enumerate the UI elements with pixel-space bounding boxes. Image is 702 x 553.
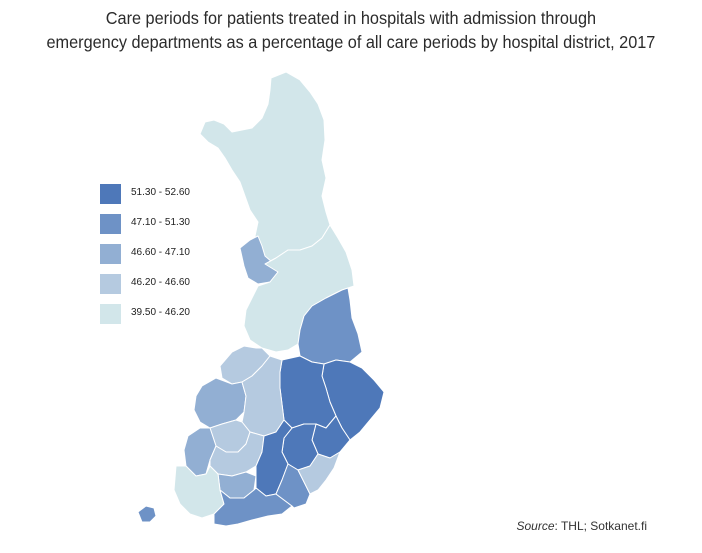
source-text: : THL; Sotkanet.fi	[554, 519, 648, 533]
map-title: Care periods for patients treated in hos…	[25, 6, 678, 54]
region-south-karelia[interactable]: South Karelia	[297, 451, 341, 495]
legend-label: 47.10 - 51.30	[131, 217, 190, 228]
legend-label: 46.20 - 46.60	[131, 277, 190, 288]
region-lapland[interactable]: Lapland	[199, 71, 331, 265]
region-satakunta[interactable]: Satakunta	[183, 427, 217, 477]
legend-label: 46.60 - 47.10	[131, 247, 190, 258]
title-line-1: Care periods for patients treated in hos…	[105, 8, 597, 28]
legend-swatch	[100, 274, 121, 294]
source-label: Source	[516, 519, 555, 533]
source-note: Source: THL; Sotkanet.fi	[516, 519, 647, 533]
legend-swatch	[100, 184, 121, 204]
legend-swatch	[100, 244, 121, 264]
legend-swatch	[100, 304, 121, 324]
region-kainuu[interactable]: Kainuu	[297, 287, 363, 365]
legend-swatch	[100, 214, 121, 234]
region-kymenlaakso[interactable]: Kymenlaakso	[275, 463, 311, 509]
title-line-2: emergency departments as a percentage of…	[46, 32, 656, 52]
legend-label: 51.30 - 52.60	[131, 187, 190, 198]
region-aland[interactable]: Åland	[137, 505, 157, 523]
legend-label: 39.50 - 46.20	[131, 307, 190, 318]
